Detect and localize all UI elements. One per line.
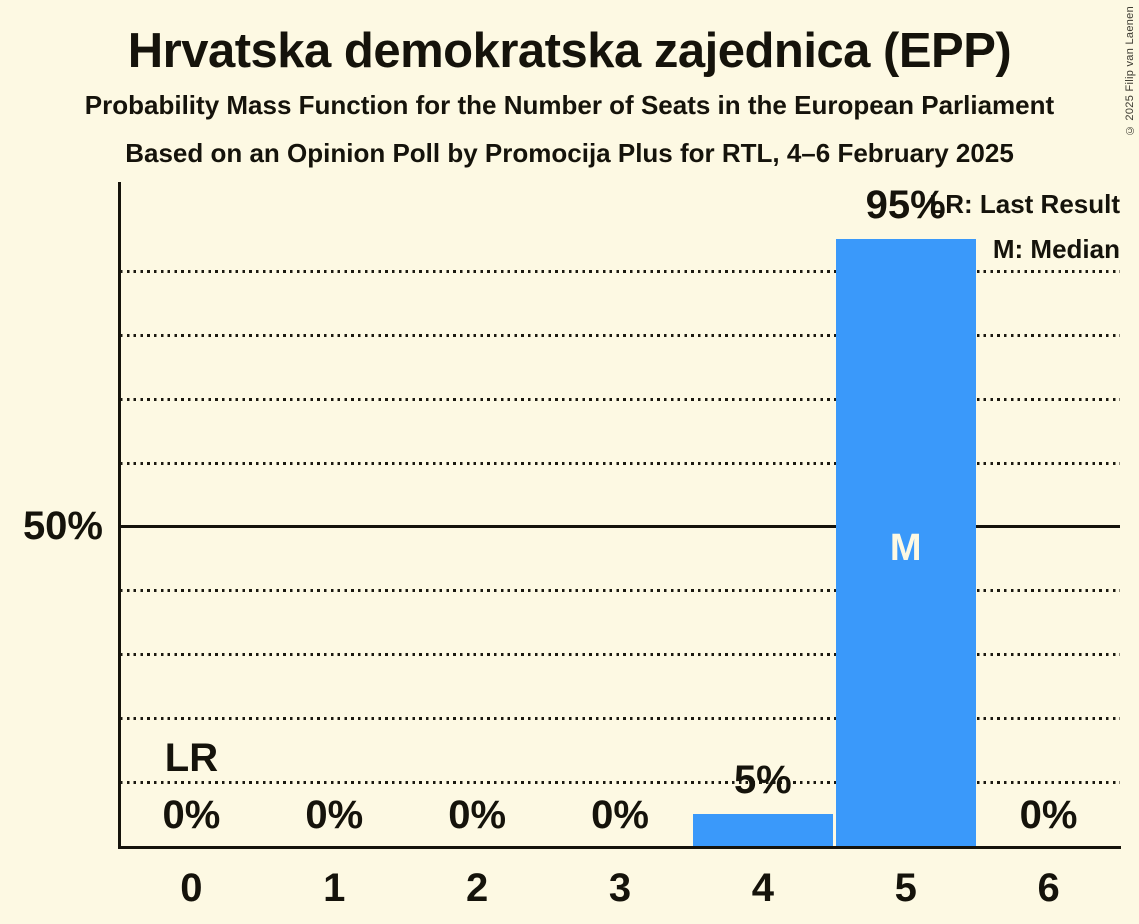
gridline-40pct <box>120 589 1120 593</box>
gridline-30pct <box>120 653 1120 657</box>
bar-value-label-seat-6: 0% <box>1019 793 1078 837</box>
bar-value-label-seat-0: 0% <box>162 793 221 837</box>
legend-last-result: LR: Last Result <box>929 189 1120 219</box>
bar-value-label-seat-2: 0% <box>448 793 507 837</box>
y-axis-tick-label: 50% <box>22 504 103 548</box>
bar-value-label-seat-5: 95% <box>865 182 946 227</box>
bar-value-label-seat-1: 0% <box>305 793 364 837</box>
x-axis-label-3: 3 <box>608 866 632 910</box>
gridline-20pct <box>120 717 1120 721</box>
x-axis-label-4: 4 <box>751 866 774 910</box>
last-result-marker: LR <box>164 736 219 781</box>
gridline-90pct <box>120 269 1120 273</box>
copyright-notice: © 2025 Filip van Laenen <box>1124 6 1136 137</box>
chart-subtitle: Probability Mass Function for the Number… <box>84 90 1055 120</box>
x-axis-label-5: 5 <box>894 866 917 910</box>
gridline-60pct <box>120 461 1120 465</box>
bar-value-label-seat-3: 0% <box>591 793 649 837</box>
bar-value-label-seat-4: 5% <box>733 758 792 803</box>
gridline-70pct <box>120 397 1120 401</box>
x-axis-label-1: 1 <box>323 866 346 910</box>
x-axis-label-0: 0 <box>180 866 203 910</box>
legend-median: M: Median <box>992 234 1120 264</box>
bar-seat-5 <box>835 238 976 846</box>
gridline-10pct <box>120 781 1120 785</box>
x-axis-label-2: 2 <box>466 866 489 910</box>
x-axis-line <box>118 846 1121 849</box>
bar-seat-4 <box>692 814 833 846</box>
gridline-solid-50pct <box>120 525 1120 528</box>
y-axis-line <box>118 182 121 849</box>
x-axis-label-6: 6 <box>1037 866 1060 910</box>
median-marker: M <box>889 526 922 569</box>
gridline-80pct <box>120 333 1120 337</box>
chart-title: Hrvatska demokratska zajednica (EPP) <box>127 24 1012 78</box>
chart-source-line: Based on an Opinion Poll by Promocija Pl… <box>125 138 1014 168</box>
